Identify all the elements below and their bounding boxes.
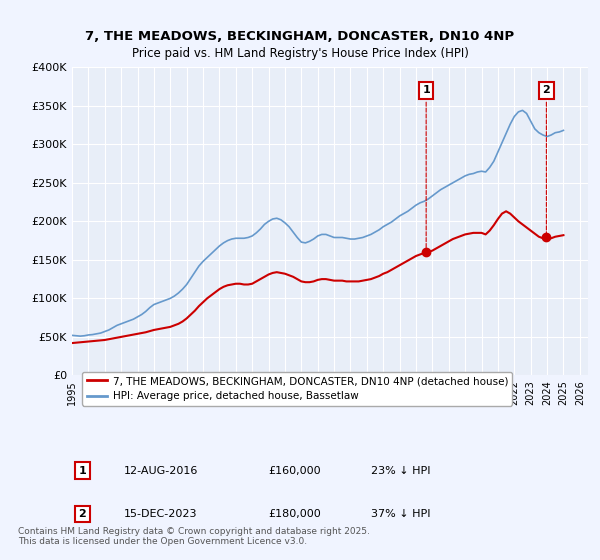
- Text: 2: 2: [542, 85, 550, 234]
- Text: 15-DEC-2023: 15-DEC-2023: [124, 509, 197, 519]
- Text: 23% ↓ HPI: 23% ↓ HPI: [371, 466, 431, 476]
- Text: Contains HM Land Registry data © Crown copyright and database right 2025.
This d: Contains HM Land Registry data © Crown c…: [18, 526, 370, 546]
- Text: 7, THE MEADOWS, BECKINGHAM, DONCASTER, DN10 4NP: 7, THE MEADOWS, BECKINGHAM, DONCASTER, D…: [85, 30, 515, 43]
- Text: £180,000: £180,000: [268, 509, 321, 519]
- Text: Price paid vs. HM Land Registry's House Price Index (HPI): Price paid vs. HM Land Registry's House …: [131, 46, 469, 60]
- Text: 12-AUG-2016: 12-AUG-2016: [124, 466, 198, 476]
- Text: £160,000: £160,000: [268, 466, 321, 476]
- Legend: 7, THE MEADOWS, BECKINGHAM, DONCASTER, DN10 4NP (detached house), HPI: Average p: 7, THE MEADOWS, BECKINGHAM, DONCASTER, D…: [82, 372, 512, 405]
- Text: 37% ↓ HPI: 37% ↓ HPI: [371, 509, 431, 519]
- Text: 1: 1: [422, 85, 430, 249]
- Text: 1: 1: [79, 466, 86, 476]
- Text: 2: 2: [79, 509, 86, 519]
